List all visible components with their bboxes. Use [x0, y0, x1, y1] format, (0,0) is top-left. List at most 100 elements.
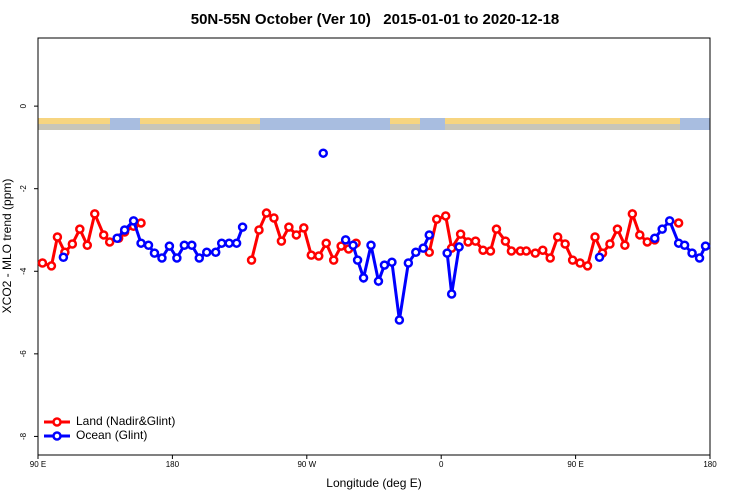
data-point	[679, 240, 690, 251]
data-point	[575, 258, 585, 268]
data-point	[478, 245, 488, 255]
land-mask-strip	[38, 118, 710, 130]
data-point	[455, 229, 466, 239]
data-point	[620, 240, 630, 251]
data-point	[537, 245, 548, 255]
y-tick-label: -4	[19, 267, 28, 275]
data-point	[37, 258, 48, 268]
data-point	[119, 225, 130, 235]
data-point	[454, 242, 464, 252]
data-point	[394, 315, 405, 325]
data-point	[657, 224, 667, 234]
data-point	[424, 230, 435, 240]
data-point	[424, 247, 435, 258]
data-point	[231, 238, 242, 248]
data-point	[485, 246, 496, 256]
data-point	[387, 257, 397, 267]
data-point	[373, 276, 384, 286]
data-point	[687, 248, 697, 258]
data-point	[594, 252, 605, 262]
legend-label: Land (Nadir&Glint)	[76, 414, 175, 428]
data-point	[664, 216, 675, 226]
x-tick-label: 90 W	[297, 460, 316, 469]
data-point	[104, 237, 115, 247]
x-tick-label: 180	[703, 460, 717, 469]
data-point	[560, 239, 570, 249]
data-point	[530, 248, 541, 258]
data-point	[635, 230, 645, 240]
data-point	[328, 255, 339, 265]
data-point	[567, 255, 578, 265]
data-point	[491, 224, 502, 234]
data-point	[306, 250, 317, 260]
data-point	[440, 211, 451, 221]
data-point	[340, 235, 351, 245]
x-tick-label: 180	[166, 460, 180, 469]
data-point	[506, 246, 517, 256]
data-point	[411, 247, 421, 258]
data-point	[237, 222, 248, 232]
data-point	[649, 233, 660, 243]
data-point	[605, 239, 615, 249]
data-point	[642, 237, 653, 247]
data-point	[75, 224, 85, 234]
data-point	[582, 261, 593, 271]
data-point	[254, 225, 264, 235]
data-point	[46, 261, 57, 271]
data-point	[700, 241, 711, 251]
data-point	[82, 240, 93, 251]
data-point	[612, 224, 623, 234]
legend-label: Ocean (Glint)	[76, 428, 147, 442]
data-point	[276, 236, 287, 246]
data-point	[336, 241, 346, 251]
data-point	[500, 236, 511, 246]
data-point	[627, 209, 638, 219]
data-point	[673, 218, 684, 228]
data-point	[446, 289, 457, 299]
x-axis-label: Longitude (deg E)	[326, 476, 421, 490]
data-point	[545, 253, 555, 263]
data-point	[179, 240, 190, 251]
data-point	[321, 238, 331, 248]
x-tick-label: 90 E	[567, 460, 583, 469]
data-point	[216, 238, 227, 248]
data-point	[98, 230, 109, 240]
data-point	[112, 233, 122, 243]
x-tick-label: 90 E	[30, 460, 46, 469]
y-tick-label: -8	[19, 432, 28, 440]
data-point	[52, 232, 63, 242]
data-point	[358, 273, 369, 283]
data-point	[299, 223, 309, 233]
data-point	[89, 209, 100, 219]
x-tick-label: 0	[439, 460, 444, 469]
data-point	[379, 260, 390, 270]
data-point	[136, 218, 146, 228]
data-point	[246, 255, 257, 265]
data-point	[136, 238, 146, 248]
y-tick-label: -2	[19, 185, 28, 193]
y-axis-label: XCO2 - MLO trend (ppm)	[0, 179, 14, 314]
data-point	[194, 253, 205, 263]
data-point	[128, 216, 139, 226]
chart-title: 50N-55N October (Ver 10) 2015-01-01 to 2…	[191, 11, 560, 28]
data-point	[187, 240, 197, 251]
legend-marker	[52, 431, 62, 441]
data-point	[366, 240, 376, 251]
data-point	[157, 253, 167, 263]
data-point	[470, 236, 481, 246]
data-point	[261, 208, 272, 218]
y-tick-label: 0	[19, 103, 28, 108]
data-point	[348, 240, 358, 251]
data-point	[284, 222, 294, 232]
data-point	[352, 255, 363, 265]
data-point	[201, 247, 212, 258]
series-line	[250, 210, 357, 264]
data-point	[143, 240, 154, 251]
data-point	[418, 243, 429, 253]
data-point	[149, 248, 160, 258]
data-point	[403, 258, 414, 268]
data-point	[552, 232, 563, 242]
data-point	[164, 241, 175, 251]
data-point	[463, 237, 473, 247]
